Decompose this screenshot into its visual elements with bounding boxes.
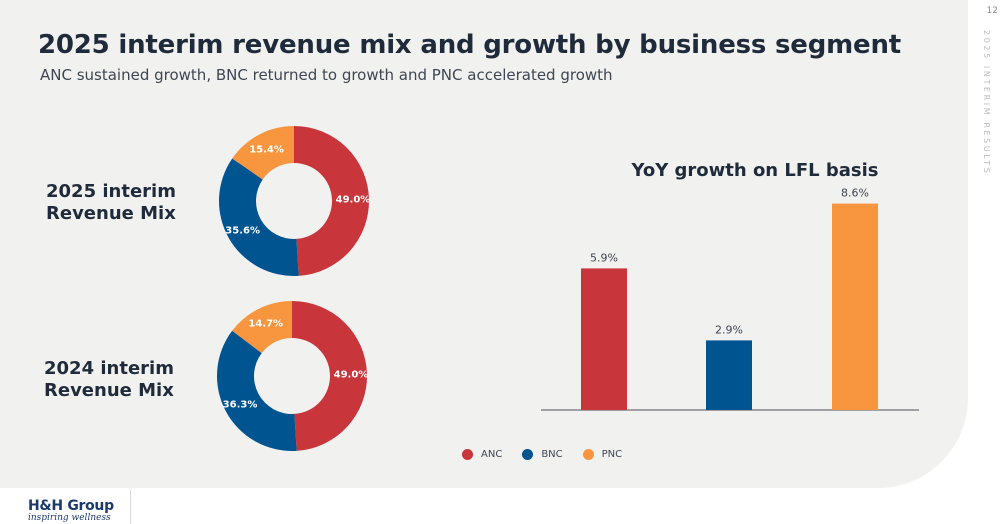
bar-value-label-bnc: 2.9%	[715, 323, 743, 336]
company-logo: H&H Group inspiring wellness	[28, 498, 114, 523]
donut-chart-2024: 49.0% 36.3% 14.7%	[217, 301, 369, 451]
legend-label-bnc: BNC	[541, 449, 563, 460]
legend-swatch-anc	[462, 449, 473, 460]
bar-pnc	[832, 203, 878, 410]
mix-2024-title-line2: Revenue Mix	[44, 380, 174, 401]
donut-2024-slice-anc	[292, 301, 367, 451]
legend-label-anc: ANC	[481, 449, 503, 460]
legend-item-bnc: BNC	[522, 449, 563, 460]
bar-chart-yoy-growth: 5.9% 2.9% 8.6%	[541, 187, 919, 411]
page-number: 12	[986, 6, 998, 16]
bar-bnc	[706, 340, 752, 410]
donut-2024-label-bnc: 36.3%	[223, 399, 258, 410]
page-subtitle: ANC sustained growth, BNC returned to gr…	[40, 66, 613, 84]
bar-anc	[581, 268, 627, 410]
donut-2025-label-bnc: 35.6%	[225, 226, 260, 237]
side-section-label: 2025 INTERIM RESULTS	[982, 30, 991, 176]
donut-2025-slice-pnc	[232, 126, 294, 180]
legend-item-anc: ANC	[462, 449, 502, 460]
page-title: 2025 interim revenue mix and growth by b…	[38, 30, 902, 60]
logo-tagline: inspiring wellness	[28, 513, 111, 523]
mix-2024-title-line1: 2024 interim	[44, 358, 174, 379]
donut-2024-label-anc: 49.0%	[334, 370, 369, 381]
chart-legend: ANC BNC PNC	[462, 449, 622, 460]
donut-2025-slice-anc	[294, 126, 369, 276]
bar-chart-title: YoY growth on LFL basis	[631, 160, 879, 181]
legend-label-pnc: PNC	[601, 449, 623, 460]
donut-2024-slice-bnc	[217, 330, 297, 451]
bar-value-label-anc: 5.9%	[590, 251, 618, 264]
legend-swatch-bnc	[522, 449, 534, 460]
donut-2024-slice-pnc	[232, 301, 292, 354]
donut-2025-label-anc: 49.0%	[336, 195, 371, 206]
donut-2024-label-pnc: 14.7%	[248, 319, 283, 330]
footer-divider	[130, 490, 131, 524]
legend-item-pnc: PNC	[582, 449, 623, 460]
mix-2025-title-line2: Revenue Mix	[46, 203, 176, 224]
donut-2025-slice-bnc	[219, 158, 299, 276]
content-panel	[0, 0, 968, 488]
logo-name: H&H Group	[28, 498, 114, 514]
mix-2025-title: 2025 interim Revenue Mix	[46, 181, 206, 225]
mix-2024-title: 2024 interim Revenue Mix	[44, 358, 204, 402]
bar-value-label-pnc: 8.6%	[841, 187, 869, 200]
mix-2025-title-line1: 2025 interim	[46, 181, 176, 202]
donut-chart-2025: 49.0% 35.6% 15.4%	[219, 126, 371, 276]
legend-swatch-pnc	[582, 449, 594, 460]
donut-2025-label-pnc: 15.4%	[249, 144, 284, 155]
